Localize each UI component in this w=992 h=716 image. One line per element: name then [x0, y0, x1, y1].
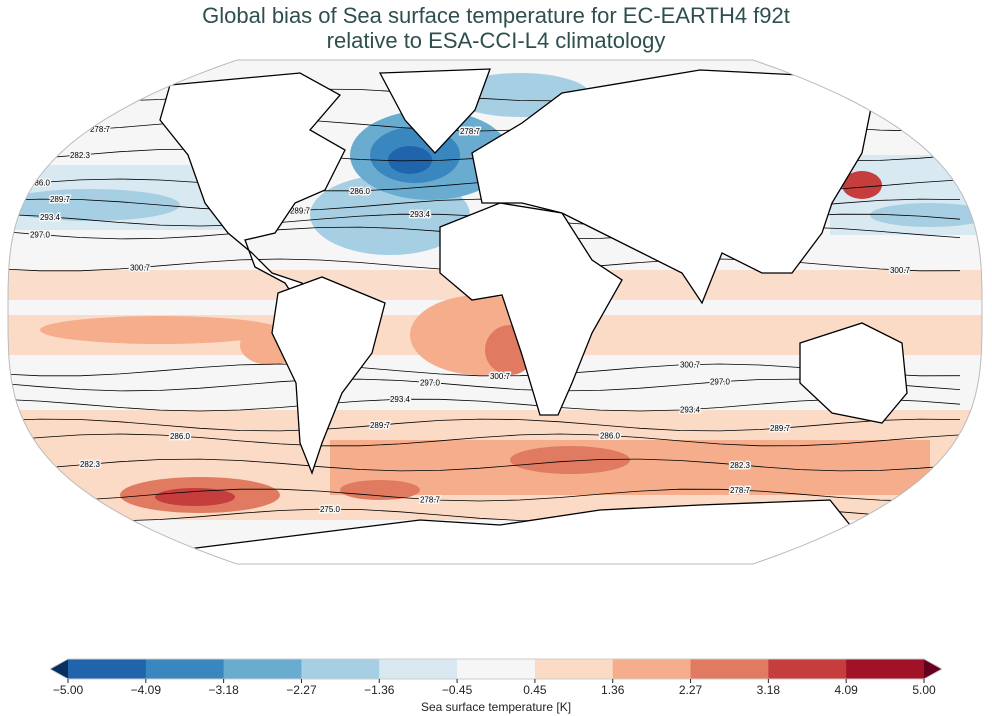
colorbar-segment — [768, 659, 847, 679]
colorbar-tick-label: 5.00 — [912, 683, 936, 697]
colorbar — [50, 658, 942, 683]
contour-label: 289.7 — [290, 206, 311, 215]
colorbar-segment — [846, 659, 925, 679]
north-america — [159, 72, 346, 305]
colorbar-tick-label: 0.45 — [523, 683, 547, 697]
contour-label: 278.7 — [90, 125, 111, 134]
colorbar-tick-label: −2.27 — [286, 683, 317, 697]
contour-line — [8, 433, 961, 447]
bias-patch — [340, 480, 420, 500]
contour-label: 282.3 — [80, 460, 101, 469]
contour-label: 297.0 — [30, 231, 51, 240]
colorbar-segment — [534, 659, 614, 679]
contour-label: 286.0 — [170, 432, 191, 441]
contour-line — [8, 378, 961, 392]
contour-label: 293.4 — [40, 213, 61, 222]
bias-patch — [870, 203, 982, 227]
colorbar-segment — [379, 659, 458, 679]
contour-label: 293.4 — [410, 210, 431, 219]
africa — [439, 202, 623, 416]
bias-patch — [388, 146, 432, 174]
map-field: 275.0275.0275.0275.0278.7278.7278.7278.7… — [8, 60, 982, 564]
contour-label: 297.0 — [420, 379, 441, 388]
colorbar-segment — [68, 659, 147, 679]
bias-patch — [8, 189, 180, 221]
contour-label: 286.0 — [600, 432, 621, 441]
contour-label: 297.0 — [710, 378, 731, 387]
colorbar-tick-label: −3.18 — [208, 683, 239, 697]
colorbar-segment — [690, 659, 769, 679]
contour-label: 278.7 — [460, 127, 481, 136]
colorbar-segment — [223, 659, 302, 679]
plot-title-line2: relative to ESA-CCI-L4 climatology — [326, 28, 666, 53]
contour-label: 289.7 — [370, 421, 391, 430]
colorbar-extend-high — [924, 659, 942, 679]
contour-label: 282.3 — [70, 151, 91, 160]
eurasia — [471, 69, 873, 305]
colorbar-segment — [457, 659, 536, 679]
contour-line — [8, 398, 961, 412]
contour-line — [8, 488, 961, 502]
contour-label: 286.0 — [350, 187, 371, 196]
antarctica — [179, 499, 863, 564]
contour-line — [8, 363, 961, 377]
contour-label: 300.7 — [680, 361, 701, 370]
colorbar-tick-label: −4.09 — [130, 683, 161, 697]
colorbar-tick-label: −1.36 — [364, 683, 395, 697]
contour-line — [8, 458, 961, 472]
contour-label: 275.0 — [320, 505, 341, 514]
colorbar-tick-label: 4.09 — [834, 683, 858, 697]
contour-label: 293.4 — [390, 395, 411, 404]
colorbar-segment — [612, 659, 692, 679]
contour-label: 289.7 — [50, 195, 71, 204]
colorbar-segment — [145, 659, 225, 679]
colorbar-tick-label: −5.00 — [52, 683, 84, 697]
contour-label: 278.7 — [730, 486, 751, 495]
colorbar-extend-low — [50, 659, 68, 679]
bias-patch — [40, 316, 280, 344]
map-boundary — [7, 59, 983, 565]
colorbar-segment — [301, 659, 380, 679]
plot-title-line1: Global bias of Sea surface temperature f… — [202, 3, 790, 28]
colorbar-tick-label: 2.27 — [678, 683, 703, 697]
colorbar-tick-label: −0.45 — [441, 683, 473, 697]
sst-bias-map: 275.0275.0275.0275.0278.7278.7278.7278.7… — [7, 59, 983, 565]
contour-label: 300.7 — [890, 266, 911, 275]
bias-patch — [155, 488, 235, 506]
bias-band-southern-strong — [330, 440, 930, 495]
contour-label: 278.7 — [420, 496, 441, 505]
south-america — [271, 276, 386, 475]
colorbar-tick-label: 1.36 — [601, 683, 625, 697]
contour-label: 289.7 — [770, 424, 791, 433]
contour-label: 275.0 — [80, 97, 101, 106]
contour-line — [8, 418, 961, 432]
contour-label: 300.7 — [130, 264, 151, 273]
colorbar-label: Sea surface temperature [K] — [420, 700, 572, 714]
contour-label: 300.7 — [490, 372, 511, 381]
land — [159, 68, 908, 564]
bias-patch-kuroshio — [842, 171, 882, 199]
australia — [799, 322, 908, 424]
contour-label: 282.3 — [730, 461, 751, 470]
greenland — [378, 68, 491, 154]
contour-label: 293.4 — [680, 406, 701, 415]
colorbar-tick-label: 3.18 — [756, 683, 781, 697]
bias-patch — [510, 446, 630, 474]
